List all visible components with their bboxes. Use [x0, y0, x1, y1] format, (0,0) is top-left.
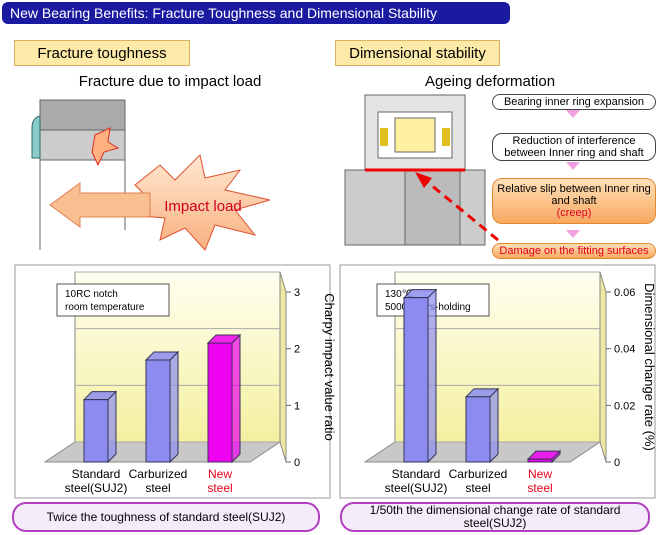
- y-tick-label: 0.02: [614, 400, 635, 412]
- y-tick-label: 2: [294, 344, 300, 356]
- x-tick-label: Standard steel(SUJ2): [65, 467, 128, 495]
- flow-text: Relative slip between Inner ring and sha…: [497, 183, 651, 207]
- x-tick-label: Carburized steel: [449, 467, 508, 495]
- axis-title: Charpy impact value ratio: [322, 293, 337, 440]
- housing-illustration: [344, 94, 499, 246]
- y-tick-label: 0.06: [614, 287, 635, 299]
- y-tick-label: 0: [614, 457, 620, 469]
- y-tick-label: 1: [294, 400, 300, 412]
- impact-label: Impact load: [164, 198, 242, 215]
- caption: 1/50th the dimensional change rate of st…: [340, 502, 650, 532]
- y-tick-label: 0.04: [614, 344, 635, 356]
- impact-burst: [128, 153, 271, 251]
- bar: [527, 458, 553, 463]
- flow-arrows: [566, 110, 580, 238]
- subtitle: Ageing deformation: [424, 73, 556, 90]
- flow-node: Damage on the fitting surfaces: [492, 243, 656, 259]
- bar-side: [107, 390, 117, 464]
- side-wall: [279, 271, 287, 463]
- x-tick-label: Standard steel(SUJ2): [385, 467, 448, 495]
- x-tick-label: Carburized steel: [129, 467, 188, 495]
- bar: [465, 396, 491, 463]
- flow-node: Reduction of interference between Inner …: [492, 133, 656, 161]
- x-tick-label: New steel: [527, 467, 552, 495]
- y-tick-label: 0: [294, 457, 300, 469]
- bearing-illustration: [31, 99, 126, 250]
- bar: [207, 342, 233, 463]
- header-title: New Bearing Benefits: Fracture Toughness…: [2, 2, 510, 24]
- bar-side: [489, 387, 499, 464]
- bar: [403, 297, 429, 463]
- bar-side: [427, 288, 437, 464]
- caption: Twice the toughness of standard steel(SU…: [12, 502, 320, 532]
- x-tick-label: New steel: [207, 467, 232, 495]
- subtitle: Fracture due to impact load: [78, 73, 262, 90]
- annotation: 130℃: [385, 289, 413, 300]
- annotation-box: [56, 283, 170, 317]
- bar-side: [231, 333, 241, 464]
- panel-title: Dimensional stability: [335, 40, 500, 66]
- flow-node: Bearing inner ring expansion: [492, 94, 656, 110]
- side-wall: [599, 271, 607, 463]
- impact-arrow: [49, 182, 151, 228]
- y-tick-label: 3: [294, 287, 300, 299]
- panel-title: Fracture toughness: [14, 40, 190, 66]
- annotation: 10RC notch: [65, 289, 118, 300]
- bar: [83, 399, 109, 463]
- bar-side: [169, 350, 179, 464]
- axis-title: Dimensional change rate (%): [642, 283, 657, 451]
- flow-node: Relative slip between Inner ring and sha…: [492, 178, 656, 224]
- bar: [145, 359, 171, 463]
- annotation: room temperature: [65, 302, 145, 313]
- flow-note: (creep): [556, 207, 592, 219]
